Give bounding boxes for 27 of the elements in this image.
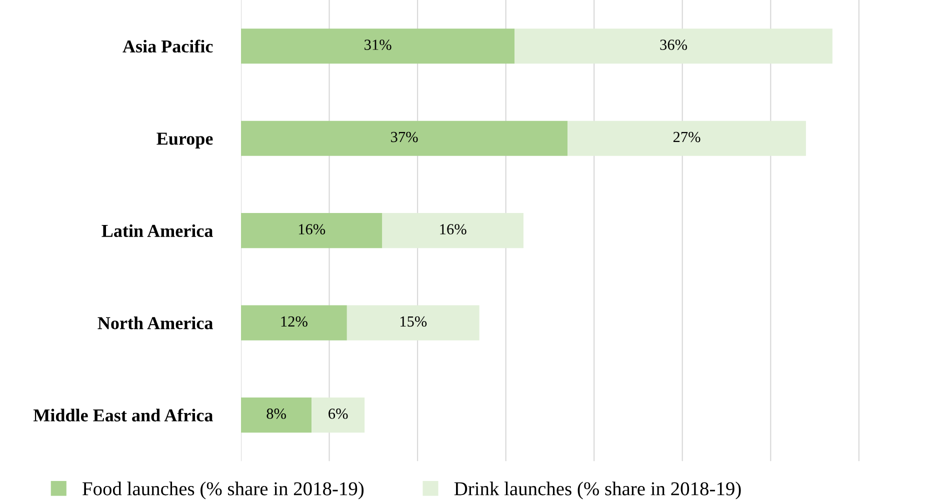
y-tick-label: Latin America bbox=[102, 224, 213, 238]
bar bbox=[241, 305, 347, 340]
legend-label: Food launches (% share in 2018-19) bbox=[82, 482, 364, 500]
y-tick-label: Europe bbox=[156, 132, 213, 148]
data-label: 15% bbox=[400, 316, 427, 327]
data-label: 31% bbox=[364, 40, 392, 50]
data-label: 27% bbox=[673, 132, 700, 142]
y-tick-label: North America bbox=[98, 316, 213, 330]
data-label: 12% bbox=[281, 316, 308, 327]
legend-label: Drink launches (% share in 2018-19) bbox=[454, 482, 741, 500]
bar bbox=[241, 213, 382, 248]
bar bbox=[514, 28, 832, 64]
data-label: 16% bbox=[298, 224, 326, 234]
y-tick-label: Middle East and Africa bbox=[33, 408, 213, 422]
data-label: 16% bbox=[440, 224, 466, 234]
data-label: 8% bbox=[266, 408, 286, 419]
data-label: 36% bbox=[660, 40, 688, 50]
bar bbox=[241, 120, 568, 156]
bar bbox=[241, 28, 515, 64]
y-tick-label: Asia Pacific bbox=[122, 40, 213, 53]
data-label: 37% bbox=[391, 132, 418, 142]
bar bbox=[382, 213, 524, 248]
data-label: 6% bbox=[328, 408, 348, 419]
bar bbox=[312, 398, 365, 433]
bar bbox=[241, 398, 312, 433]
bar bbox=[346, 305, 480, 340]
bar bbox=[568, 120, 806, 156]
